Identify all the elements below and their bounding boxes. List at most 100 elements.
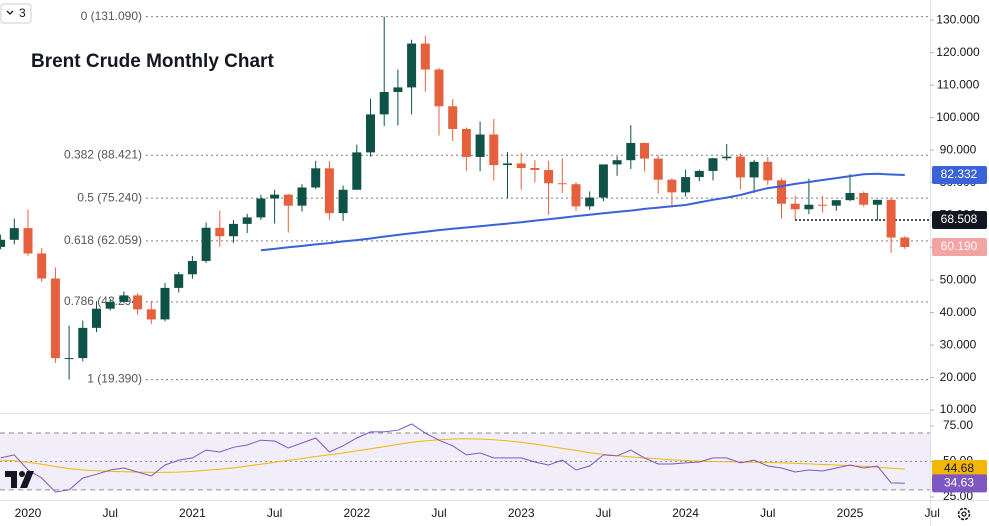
logo-dot xyxy=(19,471,25,477)
candle-body xyxy=(831,200,841,206)
fib-label: 0.786 (43.294) xyxy=(64,294,142,308)
candle-body xyxy=(133,295,143,310)
candle-body xyxy=(640,142,649,159)
fib-label: 0 (131.090) xyxy=(81,9,142,23)
candle-body xyxy=(872,199,882,205)
x-tick-label: 2020 xyxy=(15,506,42,520)
candle-body xyxy=(790,203,800,210)
x-tick-label: 2022 xyxy=(343,506,370,520)
candle-body xyxy=(475,134,485,157)
candle-body xyxy=(297,187,307,206)
collapse-button[interactable]: 3 xyxy=(0,3,32,24)
logo xyxy=(5,471,34,488)
candle-body xyxy=(366,114,375,153)
rsi-tick-label: 25.00 xyxy=(943,489,973,503)
x-tick-label: Jul xyxy=(267,506,282,520)
y-tick-label: 90.000 xyxy=(940,142,977,156)
logo-t xyxy=(5,471,17,488)
price-badge-label: 60.190 xyxy=(941,239,978,253)
gear-hub xyxy=(961,511,967,517)
fib-label: 0.5 (75.240) xyxy=(77,190,142,204)
candle-body xyxy=(160,287,170,320)
candle-body xyxy=(598,164,608,198)
candle-body xyxy=(393,87,403,92)
candle-body xyxy=(78,327,88,359)
y-tick-label: 10.000 xyxy=(940,402,977,416)
price-badge xyxy=(932,237,987,256)
candle-body xyxy=(804,204,814,210)
candle-body xyxy=(50,278,60,359)
price-badge xyxy=(932,474,987,493)
candle-body xyxy=(681,177,691,193)
y-tick-label: 40.000 xyxy=(940,305,977,319)
x-tick-label: Jul xyxy=(760,506,775,520)
x-tick-label: Jul xyxy=(103,506,118,520)
candle-body xyxy=(735,156,745,178)
fib-label: 0.382 (88.421) xyxy=(64,147,142,161)
x-tick-label: 2023 xyxy=(508,506,535,520)
y-tick-label: 110.000 xyxy=(937,77,980,91)
candle-body xyxy=(229,223,238,237)
candle-body xyxy=(352,152,362,190)
x-tick-label: Jul xyxy=(596,506,611,520)
candle-body xyxy=(215,227,225,237)
price-badge-label: 82.332 xyxy=(941,167,978,181)
candle-body xyxy=(92,308,101,328)
x-tick-label: 2024 xyxy=(672,506,699,520)
candle-body xyxy=(283,194,293,206)
x-tick-label: Jul xyxy=(925,506,940,520)
candle-body xyxy=(174,274,184,288)
settings-icon[interactable] xyxy=(957,507,971,521)
rsi-tick-label: 75.00 xyxy=(943,418,973,432)
candle-body xyxy=(503,163,512,166)
plot-area: 0 (131.090) 0.382 (88.421) 0.5 (75.240) 0.6… xyxy=(0,9,930,493)
y-tick-label: 50.000 xyxy=(940,272,977,286)
candle-body xyxy=(516,163,526,168)
candle-body xyxy=(900,237,910,247)
price-badge-label: 34.63 xyxy=(944,475,974,489)
price-badge-label: 68.508 xyxy=(941,212,978,226)
candle-body xyxy=(708,158,718,171)
candle-body xyxy=(722,156,732,159)
x-tick-label: 2025 xyxy=(837,506,864,520)
price-badge xyxy=(932,460,987,479)
candle-body xyxy=(818,204,828,206)
candle-body xyxy=(119,295,129,302)
candle-body xyxy=(763,161,773,181)
candle-body xyxy=(64,358,74,360)
candle-body xyxy=(845,193,855,201)
candle-body xyxy=(557,183,567,185)
candle-body xyxy=(242,217,252,224)
button-frame xyxy=(0,3,32,24)
candle-body xyxy=(653,158,663,180)
gear xyxy=(957,507,971,521)
candle-body xyxy=(9,228,19,240)
candle-body xyxy=(324,168,334,214)
price-badge xyxy=(932,166,987,185)
candle-body xyxy=(256,198,266,218)
candle-body xyxy=(612,160,622,165)
fib-label: 1 (19.390) xyxy=(87,372,142,386)
candle-body xyxy=(461,129,471,157)
moving-average xyxy=(260,172,905,252)
y-tick-label: 130.000 xyxy=(936,12,980,26)
chart-title: Brent Crude Monthly Chart xyxy=(31,51,274,72)
candle-body xyxy=(146,309,156,320)
candle-body xyxy=(270,194,280,199)
candle-body xyxy=(338,189,348,214)
x-tick-label: Jul xyxy=(431,506,446,520)
candle-body xyxy=(777,180,786,204)
candle-body xyxy=(420,43,430,70)
candle-body xyxy=(749,161,759,178)
candle-body xyxy=(434,69,444,107)
chevron xyxy=(6,10,14,15)
fib-label: 0.618 (62.059) xyxy=(64,233,142,247)
rsi-ma xyxy=(0,438,905,473)
rsi-line xyxy=(0,423,905,493)
y-tick-label: 100.000 xyxy=(936,110,980,124)
candle-body xyxy=(187,260,197,275)
price-badge xyxy=(932,210,987,229)
candle-body xyxy=(407,43,417,88)
